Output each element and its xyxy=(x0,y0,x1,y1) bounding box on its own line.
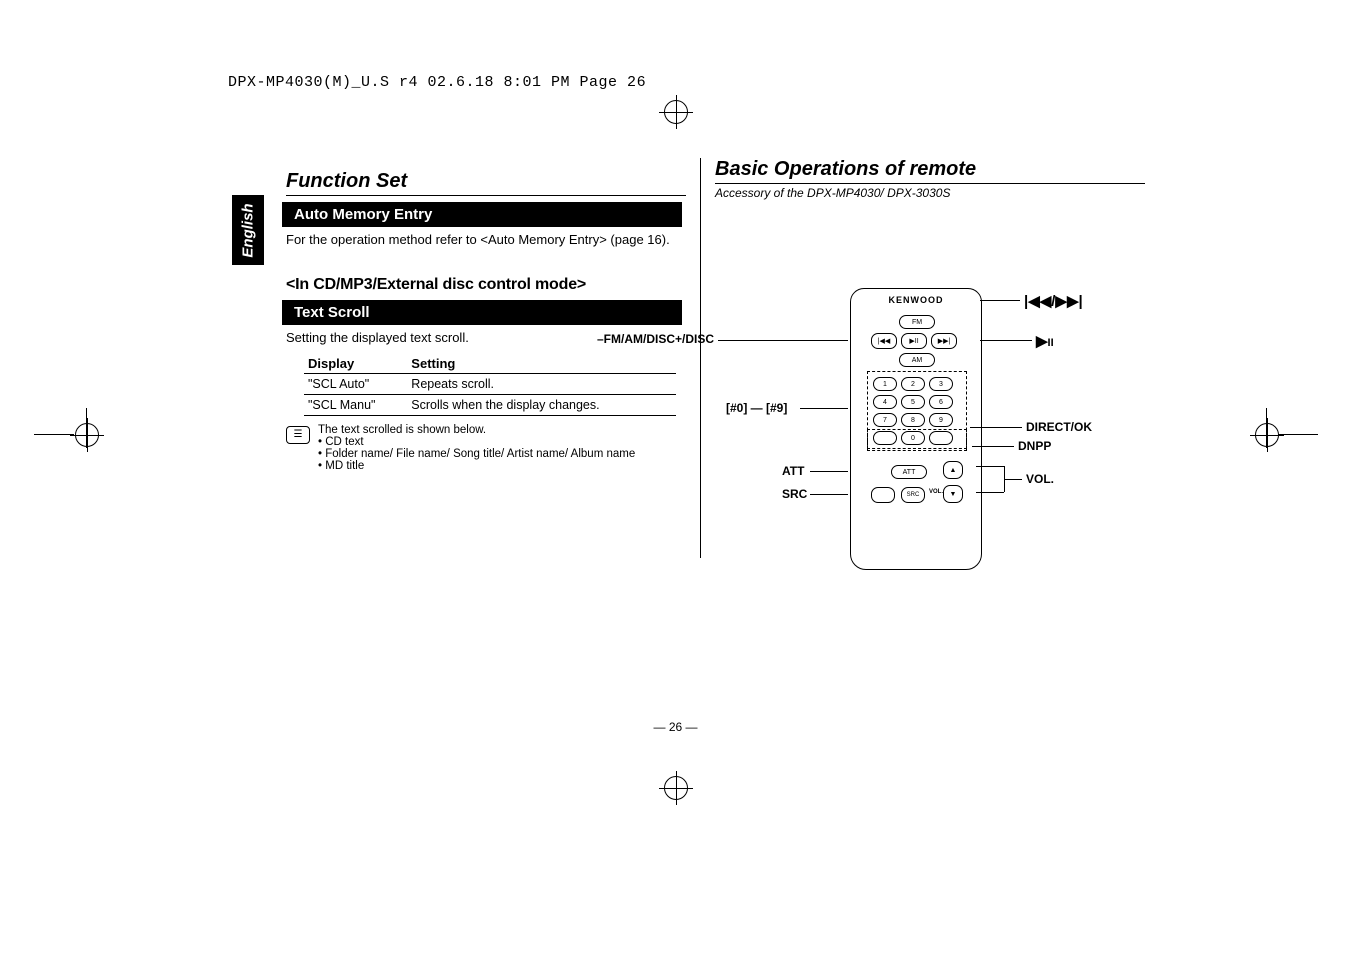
table-cell: Scrolls when the display changes. xyxy=(407,394,676,415)
label-trackskip: |◀◀/▶▶| xyxy=(1024,292,1083,310)
label-direct: DIRECT/OK xyxy=(1026,420,1092,434)
prev-track-icon: |◀◀ xyxy=(871,333,897,349)
note-item: • Folder name/ File name/ Song title/ Ar… xyxy=(318,448,635,460)
lead-numpad xyxy=(800,408,848,409)
am-button-icon: AM xyxy=(899,353,935,367)
crop-left-h xyxy=(34,434,74,435)
remote-brand: KENWOOD xyxy=(851,295,981,305)
label-dnpp: DNPP xyxy=(1018,439,1051,453)
note-content: The text scrolled is shown below. • CD t… xyxy=(318,424,635,472)
num-8: 8 xyxy=(901,413,925,427)
table-header-display: Display xyxy=(304,354,407,374)
remote-subtitle: Accessory of the DPX-MP4030/ DPX-3030S xyxy=(715,186,1145,200)
lead-fmam xyxy=(718,340,848,341)
table-row: "SCL Manu" Scrolls when the display chan… xyxy=(304,394,676,415)
auto-memory-entry-text: For the operation method refer to <Auto … xyxy=(286,231,686,250)
lead-vol-h2 xyxy=(976,492,1004,493)
table-cell: "SCL Auto" xyxy=(304,373,407,394)
table-cell: "SCL Manu" xyxy=(304,394,407,415)
note-block: ☰ The text scrolled is shown below. • CD… xyxy=(286,424,686,472)
num-2: 2 xyxy=(901,377,925,391)
label-vol: VOL. xyxy=(1026,472,1054,486)
page-number: — 26 — xyxy=(653,720,697,734)
num-9: 9 xyxy=(929,413,953,427)
text-scroll-bar: Text Scroll xyxy=(282,300,682,325)
auto-memory-entry-bar: Auto Memory Entry xyxy=(282,202,682,227)
num-7: 7 xyxy=(873,413,897,427)
num-6: 6 xyxy=(929,395,953,409)
dnpp-area xyxy=(867,429,967,449)
fm-button-icon: FM xyxy=(899,315,935,329)
table-row: "SCL Auto" Repeats scroll. xyxy=(304,373,676,394)
reg-mark-top xyxy=(664,100,688,124)
lead-direct xyxy=(970,427,1022,428)
label-playpause: ▶II xyxy=(1036,332,1054,350)
lead-vol-h1 xyxy=(976,466,1004,467)
att-button: ATT xyxy=(891,465,927,479)
table-header-setting: Setting xyxy=(407,354,676,374)
language-tab-label: English xyxy=(240,203,257,257)
note-item: • CD text xyxy=(318,436,635,448)
lead-playpause xyxy=(980,340,1032,341)
lead-att xyxy=(810,471,848,472)
num-1: 1 xyxy=(873,377,897,391)
note-icon: ☰ xyxy=(286,426,310,444)
crop-right-h xyxy=(1278,434,1318,435)
play-pause-icon: ▶II xyxy=(901,333,927,349)
num-5: 5 xyxy=(901,395,925,409)
lead-src xyxy=(810,494,848,495)
note-item: • MD title xyxy=(318,460,635,472)
power-button-icon xyxy=(871,487,895,503)
lead-vol-out xyxy=(1004,479,1022,480)
vol-down-button: ▼ xyxy=(943,485,963,503)
print-meta-line: DPX-MP4030(M)_U.S r4 02.6.18 8:01 PM Pag… xyxy=(228,74,646,91)
reg-mark-bottom xyxy=(664,776,688,800)
left-column: Function Set Auto Memory Entry For the o… xyxy=(286,170,686,472)
remote-body: KENWOOD FM |◀◀ ▶II ▶▶| AM 1 2 3 4 5 6 7 … xyxy=(850,288,982,570)
src-button: SRC xyxy=(901,487,925,503)
vol-label-small: VOL. xyxy=(929,489,943,495)
reg-mark-right xyxy=(1255,423,1279,447)
lead-dnpp xyxy=(972,446,1014,447)
function-set-title: Function Set xyxy=(286,170,686,196)
lead-trackskip xyxy=(980,300,1020,301)
remote-title: Basic Operations of remote xyxy=(715,158,1145,184)
vol-up-button: ▲ xyxy=(943,461,963,479)
num-3: 3 xyxy=(929,377,953,391)
label-numpad: [#0] — [#9] xyxy=(726,401,787,415)
label-att: ATT xyxy=(782,464,804,478)
table-cell: Repeats scroll. xyxy=(407,373,676,394)
num-4: 4 xyxy=(873,395,897,409)
mode-heading: <In CD/MP3/External disc control mode> xyxy=(286,276,686,294)
reg-mark-left xyxy=(75,423,99,447)
label-src: SRC xyxy=(782,487,807,501)
next-track-icon: ▶▶| xyxy=(931,333,957,349)
note-intro: The text scrolled is shown below. xyxy=(318,424,635,436)
text-scroll-table: Display Setting "SCL Auto" Repeats scrol… xyxy=(304,354,676,416)
language-tab: English xyxy=(232,195,264,265)
